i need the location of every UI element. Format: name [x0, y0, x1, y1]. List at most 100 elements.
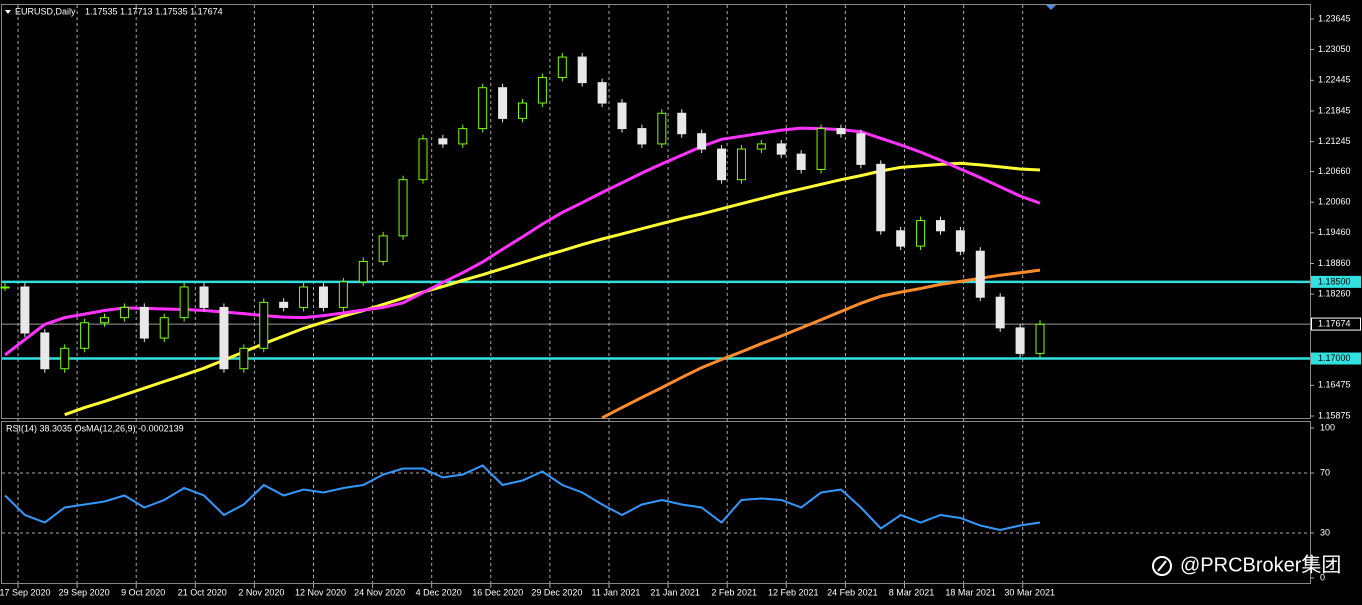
price-tick-label: 1.22445: [1318, 75, 1351, 85]
candle: [975, 250, 985, 298]
price-tick-label: 1.21245: [1318, 136, 1351, 146]
candle: [219, 306, 229, 370]
candle: [1015, 327, 1025, 354]
candle: [995, 296, 1005, 329]
date-label: 11 Jan 2021: [592, 587, 641, 597]
candle: [478, 87, 488, 130]
moving-average: [601, 268, 1041, 420]
candle: [239, 347, 249, 370]
price-tick-label: 1.15875: [1318, 410, 1351, 420]
date-label: 29 Dec 2020: [531, 587, 582, 597]
moving-average: [4, 126, 1041, 357]
price-level-label: 1.17000: [1318, 353, 1351, 363]
candle: [279, 301, 289, 308]
candle: [139, 306, 149, 339]
candle: [179, 286, 189, 319]
indicator-panel-frame: [1, 421, 1311, 584]
indicator-tick-label: 0: [1320, 572, 1325, 582]
candle: [119, 306, 129, 319]
candle: [916, 220, 926, 247]
candle: [20, 286, 30, 334]
candle: [259, 301, 269, 349]
candle: [597, 82, 607, 104]
main-panel-frame: [1, 4, 1311, 419]
indicator-tick-label: 100: [1320, 422, 1335, 432]
candle: [80, 322, 90, 349]
candle: [358, 260, 368, 283]
candle: [438, 138, 448, 145]
watermark: @PRCBroker集团: [1180, 553, 1341, 576]
price-tick-label: 1.23645: [1318, 13, 1351, 23]
date-label: 21 Jan 2021: [650, 587, 700, 597]
date-label: 16 Dec 2020: [472, 587, 523, 597]
candle: [0, 286, 10, 289]
candle: [318, 286, 328, 308]
candle: [398, 179, 408, 237]
date-label: 29 Sep 2020: [59, 587, 110, 597]
candle: [60, 347, 70, 370]
candle: [40, 332, 50, 370]
price-tick-label: 1.18860: [1318, 258, 1351, 268]
candle: [518, 102, 527, 119]
price-tick-label: 1.23050: [1318, 44, 1351, 54]
date-label: 12 Nov 2020: [295, 587, 346, 597]
indicator-tick-label: 30: [1320, 527, 1330, 537]
price-tick-label: 1.20660: [1318, 166, 1351, 176]
candle: [498, 87, 508, 119]
rsi-line: [4, 464, 1041, 532]
date-label: 30 Mar 2021: [1004, 587, 1055, 597]
date-label: 4 Dec 2020: [416, 587, 462, 597]
candle: [816, 128, 826, 170]
candle: [577, 56, 587, 84]
price-tick-label: 1.18260: [1318, 289, 1351, 299]
date-label: 12 Feb 2021: [768, 587, 819, 597]
candle: [935, 220, 945, 232]
date-label: 8 Mar 2021: [889, 587, 935, 597]
candle: [617, 102, 627, 130]
candle: [955, 230, 965, 252]
candle: [100, 317, 110, 324]
date-label: 2 Feb 2021: [711, 587, 757, 597]
candle: [557, 56, 567, 79]
candle: [736, 148, 746, 181]
price-level-tag: [1311, 275, 1361, 288]
current-price-label: 1.17674: [1318, 318, 1351, 328]
candle: [199, 286, 209, 308]
candle: [299, 286, 309, 308]
candle: [458, 128, 468, 145]
candle: [657, 112, 667, 145]
ohlc-label: 1.17535 1.17713 1.17535 1.17674: [85, 6, 223, 16]
price-level-label: 1.18500: [1318, 276, 1351, 286]
candle: [537, 77, 547, 104]
date-label: 21 Oct 2020: [178, 587, 227, 597]
candle: [836, 128, 846, 135]
candle: [717, 148, 727, 181]
price-tick-label: 1.16475: [1318, 380, 1351, 390]
candle: [1035, 323, 1045, 354]
candle: [796, 153, 806, 170]
date-label: 24 Nov 2020: [354, 587, 405, 597]
menu-arrow[interactable]: [5, 10, 11, 14]
current-price-tag: [1311, 317, 1361, 331]
price-level-tag: [1311, 352, 1361, 365]
candle: [876, 163, 886, 232]
candle: [418, 138, 428, 181]
indicator-tick-label: 70: [1320, 467, 1330, 477]
logo: [1152, 556, 1172, 576]
candle: [677, 112, 687, 135]
date-label: 18 Mar 2021: [945, 587, 996, 597]
candle: [896, 230, 906, 247]
candle: [338, 281, 348, 308]
date-label: 24 Feb 2021: [827, 587, 878, 597]
date-label: 2 Nov 2020: [238, 587, 284, 597]
candle: [637, 128, 647, 145]
candle: [159, 317, 169, 339]
price-tick-label: 1.21845: [1318, 105, 1351, 115]
date-label: 17 Sep 2020: [0, 587, 51, 597]
symbol-label: EURUSD,Daily: [15, 6, 76, 16]
candle: [697, 133, 707, 150]
indicator-title: RSI(14) 38.3035 OsMA(12,26,9) -0.0002139: [6, 423, 184, 433]
candle: [756, 143, 766, 150]
